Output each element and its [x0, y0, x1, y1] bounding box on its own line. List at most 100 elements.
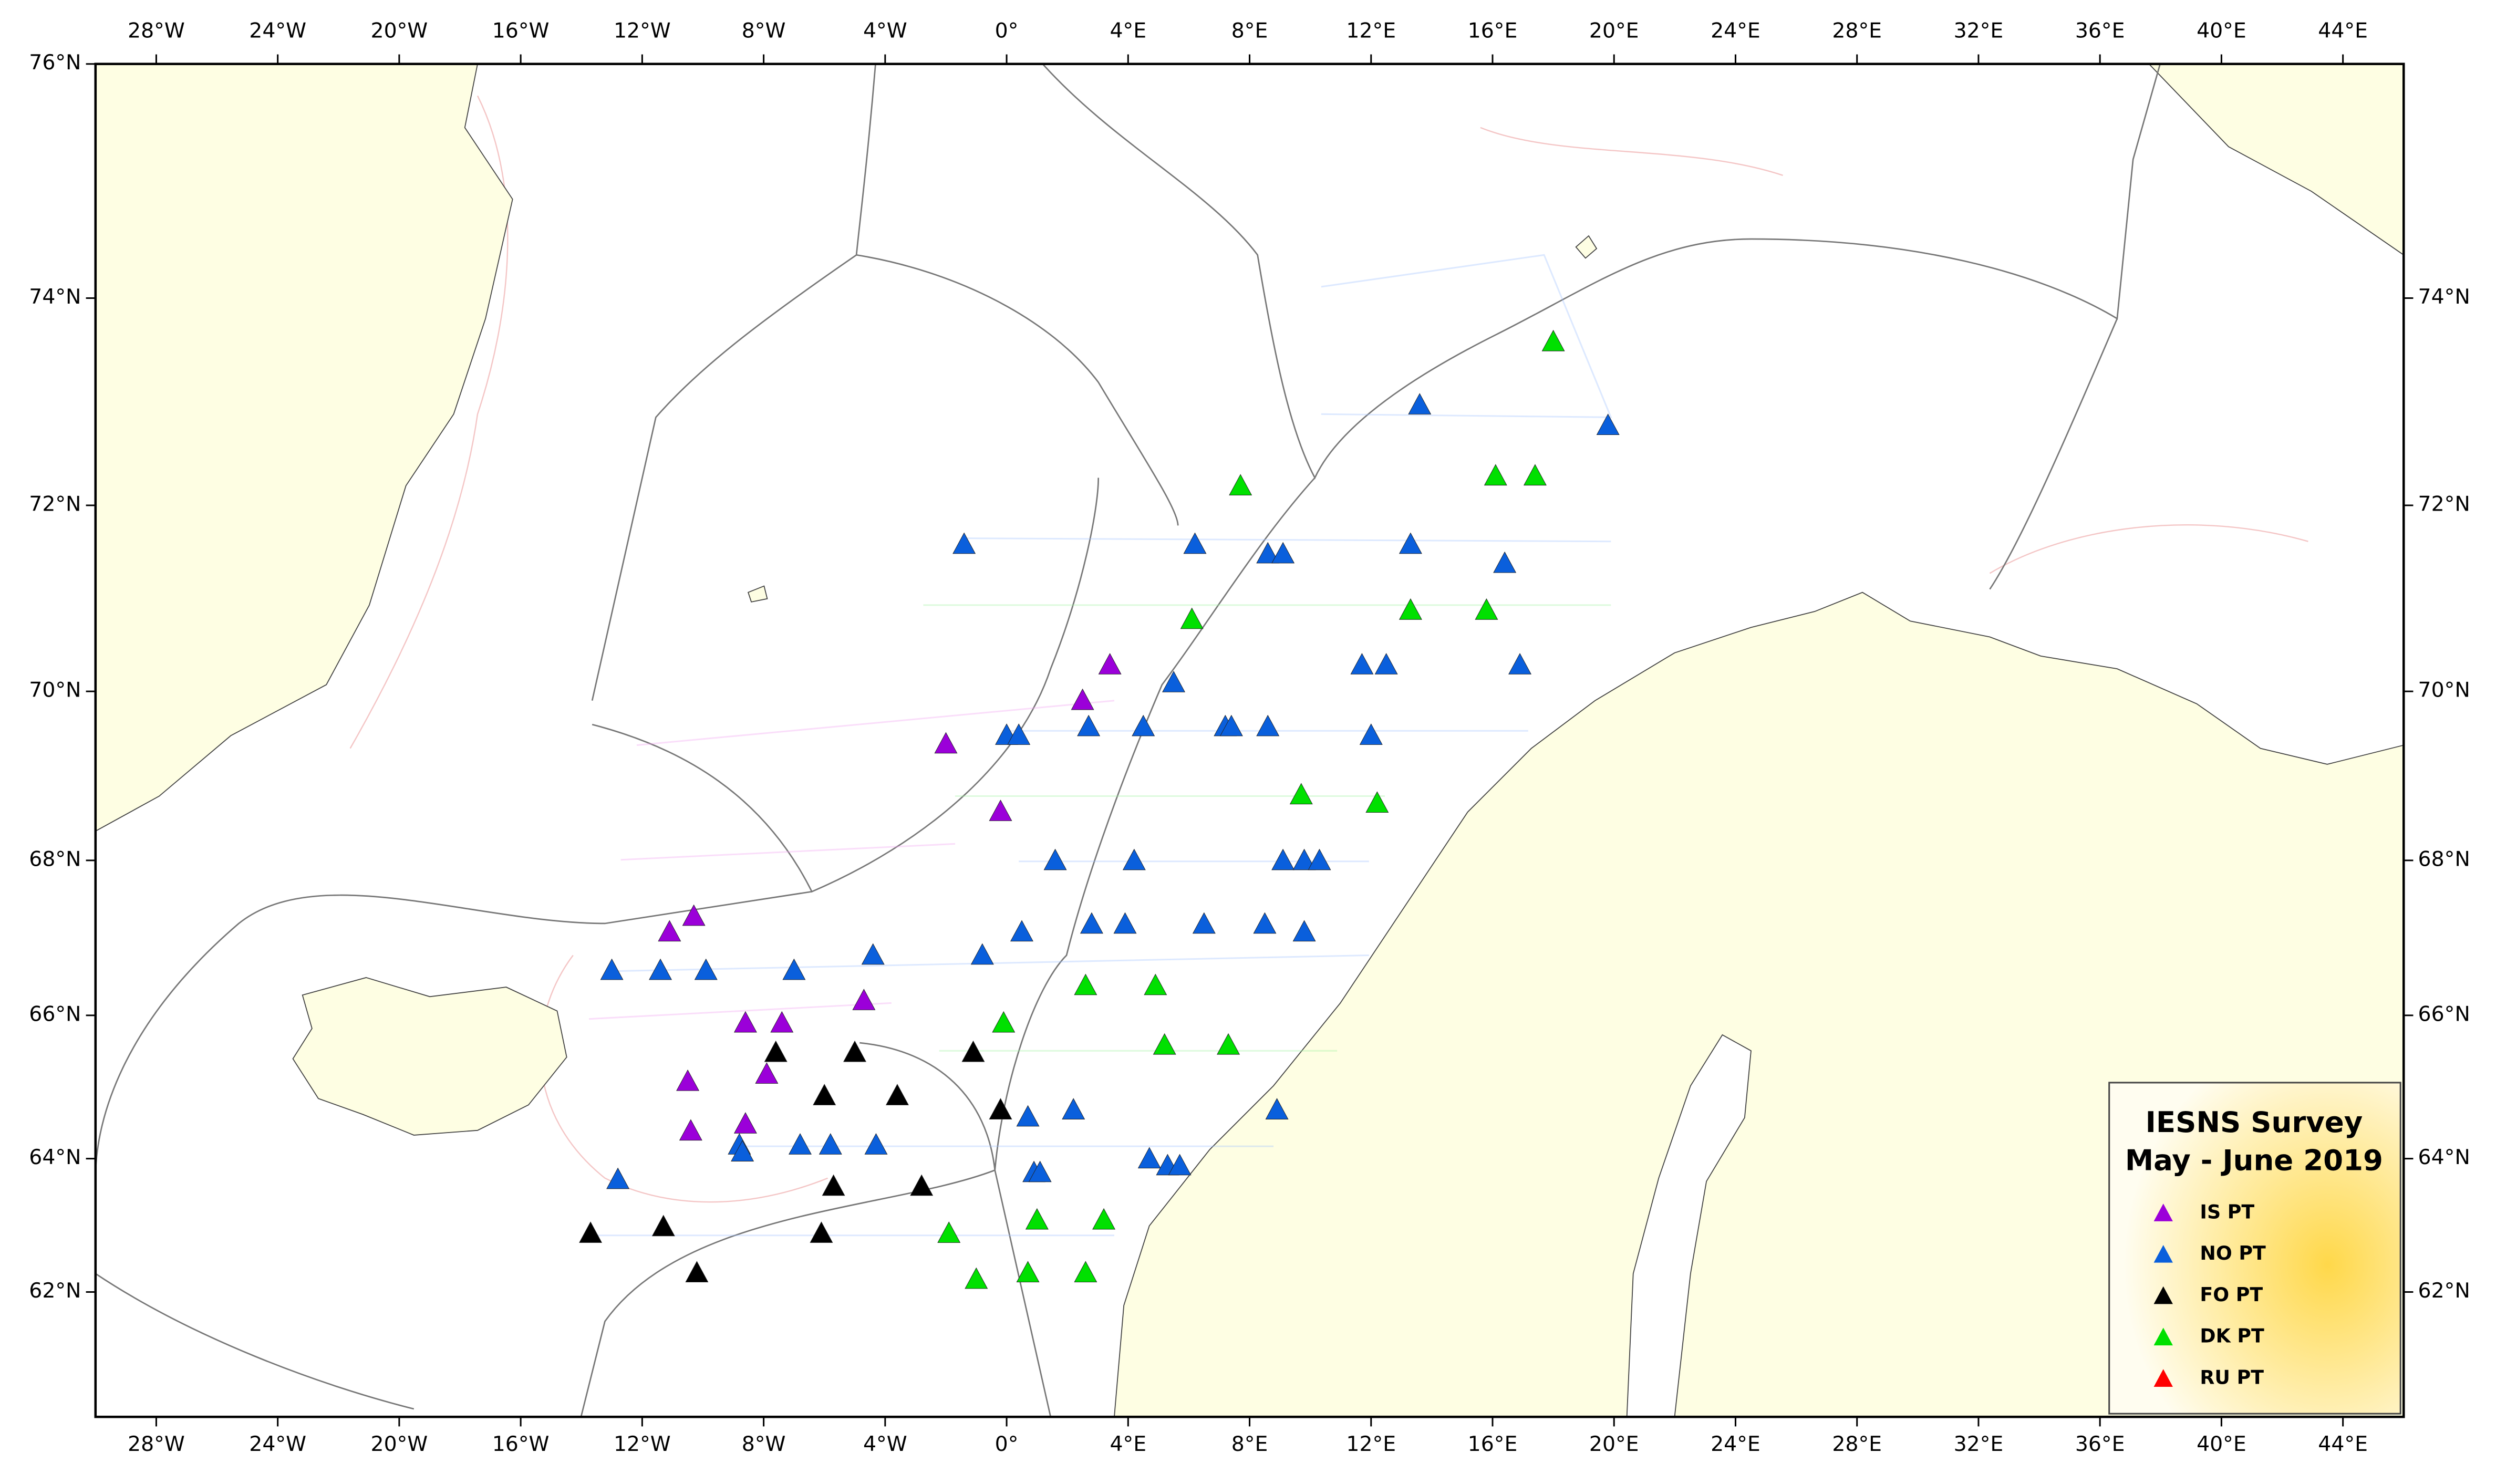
station-marker — [1365, 791, 1389, 813]
station-marker — [1399, 598, 1422, 620]
station-marker — [1292, 920, 1316, 942]
y-tick-label: 70°N — [29, 678, 81, 702]
station-marker — [649, 958, 672, 980]
station-marker — [770, 1011, 794, 1033]
station-marker — [961, 1040, 985, 1062]
x-tick-label: 12°W — [614, 1432, 671, 1456]
station-marker — [937, 1221, 961, 1243]
eez-boundary — [95, 64, 2161, 1417]
y-tick-label: 68°N — [29, 847, 81, 871]
scandinavia — [1114, 591, 2404, 1417]
station-marker — [819, 1133, 842, 1155]
station-marker — [952, 532, 976, 554]
station-marker — [1025, 1208, 1049, 1230]
station-marker — [1308, 848, 1331, 870]
station-marker — [1098, 653, 1122, 674]
x-tick-label-top: 20°E — [1589, 19, 1639, 43]
station-marker — [1399, 532, 1422, 554]
station-marker — [989, 1098, 1012, 1119]
station-marker — [1137, 1147, 1161, 1169]
arctic-land — [2148, 64, 2404, 256]
station-marker — [1229, 474, 1252, 495]
station-marker — [788, 1133, 812, 1155]
station-marker — [606, 1167, 630, 1189]
x-tick-label-top: 28°W — [128, 19, 185, 43]
station-marker — [822, 1174, 845, 1196]
station-marker — [1071, 688, 1094, 710]
x-tick-label-top: 8°E — [1231, 19, 1268, 43]
station-marker — [1523, 464, 1547, 486]
station-marker — [782, 958, 806, 980]
x-tick-label-top: 4°W — [863, 19, 907, 43]
station-marker — [1271, 848, 1295, 870]
station-marker — [658, 920, 681, 942]
station-marker — [1080, 912, 1103, 934]
y2-tick-label: 70°N — [2418, 678, 2470, 702]
station-marker — [1596, 413, 1620, 435]
x-tick-label-top: 20°W — [371, 19, 428, 43]
station-marker — [1010, 920, 1033, 942]
y-tick-label: 72°N — [29, 492, 81, 516]
station-marker — [810, 1221, 833, 1243]
x-tick-label-top: 12°E — [1346, 19, 1396, 43]
x-tick-label: 32°E — [1954, 1432, 2004, 1456]
station-marker — [1007, 723, 1031, 745]
cruise-track — [923, 604, 1611, 1052]
station-marker — [864, 1133, 888, 1155]
x-tick-label: 12°E — [1346, 1432, 1396, 1456]
x-tick-label: 16°W — [492, 1432, 550, 1456]
station-marker — [679, 1119, 702, 1141]
station-marker — [1359, 723, 1383, 745]
station-marker — [1253, 912, 1277, 934]
x-tick-label-top: 24°E — [1711, 19, 1760, 43]
station-marker — [1217, 1033, 1240, 1055]
x-tick-label-top: 28°E — [1832, 19, 1882, 43]
x-tick-label: 40°E — [2197, 1432, 2246, 1456]
station-marker — [934, 732, 958, 754]
station-marker — [1122, 848, 1146, 870]
legend-subtitle: May - June 2019 — [2125, 1144, 2383, 1177]
station-marker — [1074, 973, 1097, 995]
y2-tick-label: 66°N — [2418, 1002, 2470, 1026]
station-marker — [1256, 714, 1280, 736]
station-marker — [579, 1221, 603, 1243]
station-marker — [843, 1040, 866, 1062]
iceland — [292, 977, 567, 1136]
x-tick-label: 24°W — [249, 1432, 306, 1456]
station-marker — [1374, 653, 1398, 674]
station-marker — [733, 1011, 757, 1033]
y-tick-label: 76°N — [29, 50, 81, 75]
x-tick-label: 20°E — [1589, 1432, 1639, 1456]
legend-label: DK PT — [2200, 1325, 2264, 1347]
station-marker — [1062, 1098, 1085, 1119]
x-tick-label-top: 16°W — [492, 19, 550, 43]
station-marker — [1028, 1160, 1052, 1182]
y2-tick-label: 74°N — [2418, 285, 2470, 309]
station-marker — [676, 1069, 700, 1091]
y2-tick-label: 72°N — [2418, 492, 2470, 516]
station-marker — [1168, 1154, 1192, 1176]
station-marker — [1484, 464, 1507, 486]
x-tick-label: 4°E — [1110, 1432, 1146, 1456]
x-tick-label-top: 36°E — [2075, 19, 2125, 43]
station-marker — [1132, 714, 1155, 736]
x-tick-label: 0° — [995, 1432, 1019, 1456]
x-tick-label-top: 4°E — [1110, 19, 1146, 43]
x-tick-label-top: 12°W — [614, 19, 671, 43]
station-marker — [731, 1140, 754, 1161]
station-marker — [1475, 598, 1498, 620]
legend: IESNS Survey May - June 2019 IS PT NO PT F… — [2108, 1082, 2401, 1415]
station-marker — [1183, 532, 1207, 554]
x-tick-label-top: 8°W — [742, 19, 786, 43]
station-marker — [651, 1215, 675, 1237]
x-tick-label: 24°E — [1711, 1432, 1760, 1456]
y-tick-label: 64°N — [29, 1145, 81, 1169]
station-marker — [885, 1084, 909, 1105]
station-marker — [682, 904, 706, 926]
x-tick-label-top: 44°E — [2318, 19, 2368, 43]
axes: 28°W 28°W 24°W 24°W 20°W 20°W 16°W 16°W 12°W 12°W… — [29, 19, 2470, 1457]
legend-marker — [2153, 1327, 2173, 1346]
station-marker — [1350, 653, 1374, 674]
